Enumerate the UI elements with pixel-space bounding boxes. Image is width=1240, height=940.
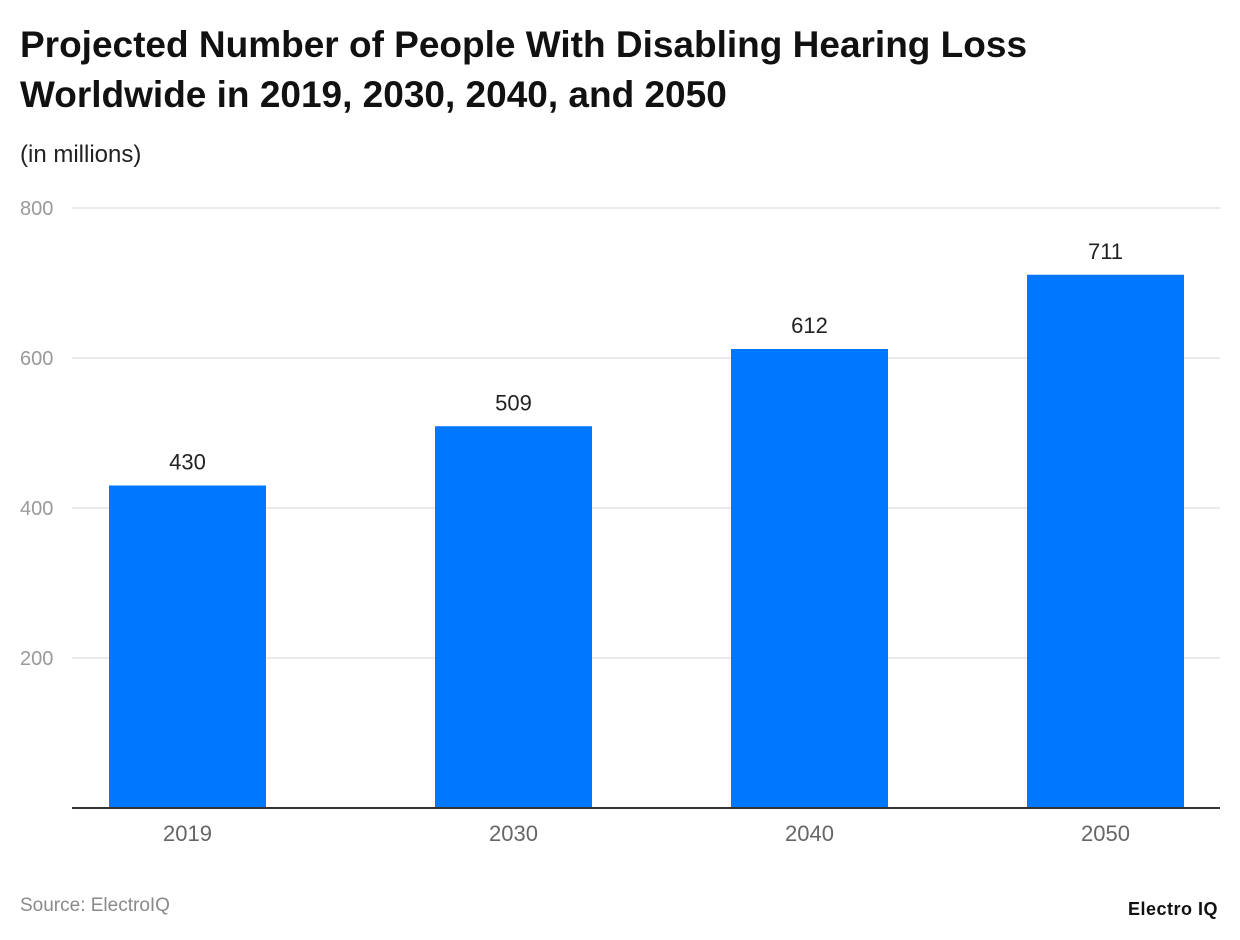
bar-2030: [435, 426, 592, 808]
chart-subtitle: (in millions): [20, 141, 142, 168]
x-tick-label: 2019: [163, 821, 212, 846]
data-label: 509: [495, 390, 532, 415]
x-tick-label: 2040: [785, 821, 834, 846]
data-label: 711: [1088, 239, 1123, 264]
x-tick-label: 2030: [489, 821, 538, 846]
electroiq-logo: Electro IQ: [1127, 899, 1218, 919]
y-tick-label: 600: [20, 348, 53, 370]
y-tick-label: 400: [20, 498, 53, 520]
data-label: 612: [791, 313, 828, 338]
x-tick-label: 2050: [1081, 821, 1130, 846]
data-label: 430: [169, 450, 206, 475]
bar-2019: [109, 485, 266, 808]
source-text: Source: ElectroIQ: [20, 895, 170, 916]
chart-title: Projected Number of People With Disablin…: [20, 24, 1028, 115]
bar-2050: [1027, 274, 1184, 808]
bar-2040: [731, 349, 888, 808]
y-tick-label: 200: [20, 648, 53, 670]
y-tick-label: 800: [20, 198, 53, 220]
